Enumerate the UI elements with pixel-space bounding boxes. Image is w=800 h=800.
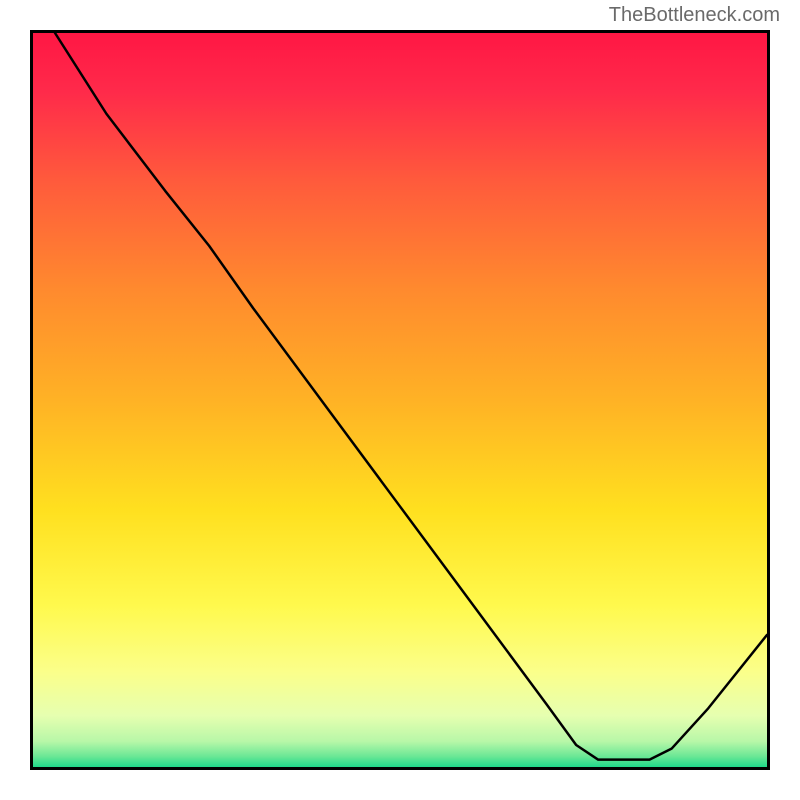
chart-svg bbox=[33, 33, 767, 767]
watermark-text: TheBottleneck.com bbox=[609, 4, 780, 27]
chart-background bbox=[33, 33, 767, 767]
chart-frame bbox=[30, 30, 770, 770]
